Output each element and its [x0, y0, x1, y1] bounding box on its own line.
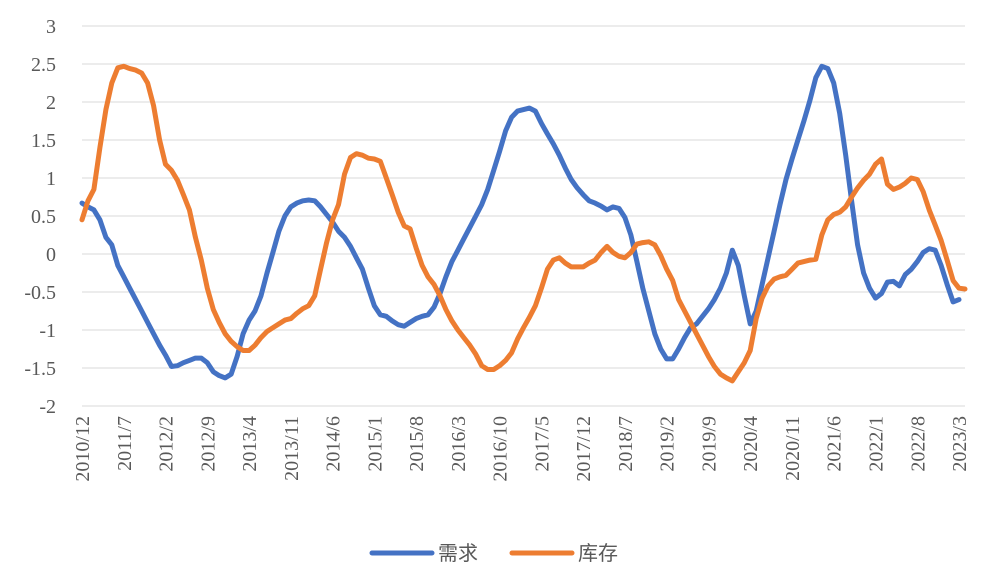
y-tick-label: 3 [46, 16, 56, 38]
y-tick-label: -1.5 [24, 358, 56, 380]
x-tick-label: 2017/5 [531, 416, 553, 472]
x-tick-label: 2020/4 [740, 416, 762, 472]
x-axis-tick-labels: 2010/12 2011/7 2012/2 2012/9 2013/4 2013/11 20… [72, 416, 971, 482]
x-tick-label: 2019/2 [657, 416, 679, 472]
y-tick-label: -2 [39, 396, 56, 418]
y-axis-tick-labels: 3 2.5 2 1.5 1 0.5 0 -0.5 -1 -1.5 -2 [24, 16, 56, 418]
x-tick-label: 2020/11 [782, 416, 804, 481]
series-line-demand [79, 63, 962, 381]
x-tick-label: 2017/12 [573, 416, 595, 482]
x-tick-label: 2015/8 [406, 416, 428, 472]
x-tick-label: 2018/7 [615, 416, 637, 472]
x-tick-label: 2013/11 [281, 416, 303, 481]
y-tick-label: 1 [46, 168, 56, 190]
y-tick-label: 0 [46, 244, 56, 266]
series-lines [79, 63, 968, 384]
y-tick-label: 1.5 [31, 130, 56, 152]
y-tick-label: 2.5 [31, 54, 56, 76]
x-tick-label: 2011/7 [114, 416, 136, 471]
x-tick-label: 2016/10 [490, 416, 512, 482]
x-tick-label: 2010/12 [72, 416, 94, 482]
y-tick-label: 2 [46, 92, 56, 114]
x-tick-label: 2014/6 [323, 416, 345, 472]
x-tick-label: 2022/8 [907, 416, 929, 472]
x-tick-label: 2023/3 [949, 416, 971, 472]
x-tick-label: 2021/6 [824, 416, 846, 472]
series-line-inventory [79, 63, 968, 384]
x-tick-label: 2012/9 [197, 416, 219, 472]
x-tick-label: 2012/2 [156, 416, 178, 472]
legend-label-inventory: 库存 [578, 541, 618, 565]
x-tick-label: 2016/3 [448, 416, 470, 472]
x-tick-label: 2013/4 [239, 416, 261, 472]
x-tick-label: 2022/1 [866, 416, 888, 472]
legend: 需求 库存 [369, 541, 618, 565]
x-tick-label: 2019/9 [698, 416, 720, 472]
y-tick-label: -0.5 [24, 282, 56, 304]
y-tick-label: -1 [39, 320, 56, 342]
legend-label-demand: 需求 [438, 541, 478, 565]
x-tick-label: 2015/1 [364, 416, 386, 472]
y-tick-label: 0.5 [31, 206, 56, 228]
